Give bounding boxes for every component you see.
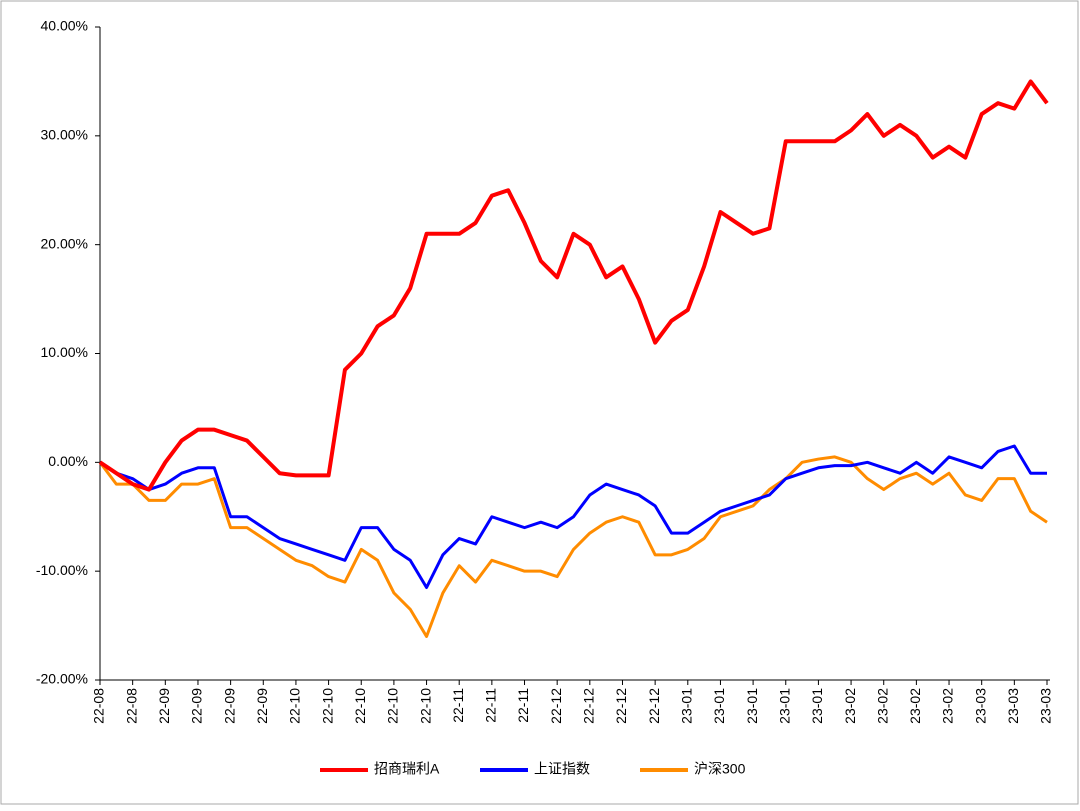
x-tick-label: 22-12: [548, 688, 564, 724]
y-tick-label: -20.00%: [36, 671, 88, 687]
x-tick-label: 22-11: [515, 688, 531, 723]
x-tick-label: 23-03: [972, 688, 988, 724]
x-tick-label: 22-10: [287, 688, 303, 724]
x-tick-label: 23-01: [809, 688, 825, 724]
x-tick-label: 23-01: [711, 688, 727, 724]
y-tick-label: 20.00%: [41, 235, 88, 251]
x-tick-label: 22-09: [156, 688, 172, 724]
y-tick-label: 10.00%: [41, 344, 88, 360]
x-tick-label: 22-10: [352, 688, 368, 724]
y-tick-label: -10.00%: [36, 562, 88, 578]
x-tick-label: 22-12: [613, 688, 629, 724]
series-line: [98, 79, 1049, 492]
x-tick-label: 22-11: [450, 688, 466, 723]
x-tick-label: 22-10: [319, 688, 335, 724]
series-line: [98, 455, 1048, 638]
x-tick-label: 23-01: [678, 688, 694, 724]
x-tick-label: 23-02: [940, 688, 956, 724]
x-tick-label: 23-02: [907, 688, 923, 724]
x-tick-label: 23-03: [1038, 688, 1054, 724]
x-tick-label: 23-02: [842, 688, 858, 724]
x-tick-label: 22-09: [254, 688, 270, 724]
x-tick-label: 23-01: [776, 688, 792, 724]
x-tick-label: 22-10: [385, 688, 401, 724]
x-tick-label: 22-10: [417, 688, 433, 724]
series-line: [99, 444, 1047, 589]
y-tick-label: 30.00%: [41, 127, 88, 143]
y-tick-label: 40.00%: [41, 18, 88, 34]
x-tick-label: 22-12: [646, 688, 662, 724]
legend-label: 上证指数: [534, 761, 590, 777]
legend-label: 招商瑞利A: [374, 761, 440, 777]
x-tick-label: 22-08: [91, 688, 107, 724]
x-tick-label: 22-09: [189, 688, 205, 724]
x-tick-label: 22-09: [221, 688, 237, 724]
x-tick-label: 23-03: [1005, 688, 1021, 724]
x-tick-label: 23-02: [874, 688, 890, 724]
x-tick-label: 23-01: [744, 688, 760, 724]
x-tick-label: 22-12: [581, 688, 597, 724]
x-tick-label: 22-08: [123, 688, 139, 724]
x-tick-label: 22-11: [483, 688, 499, 723]
legend-label: 沪深300: [694, 761, 746, 777]
y-tick-label: 0.00%: [48, 453, 88, 469]
